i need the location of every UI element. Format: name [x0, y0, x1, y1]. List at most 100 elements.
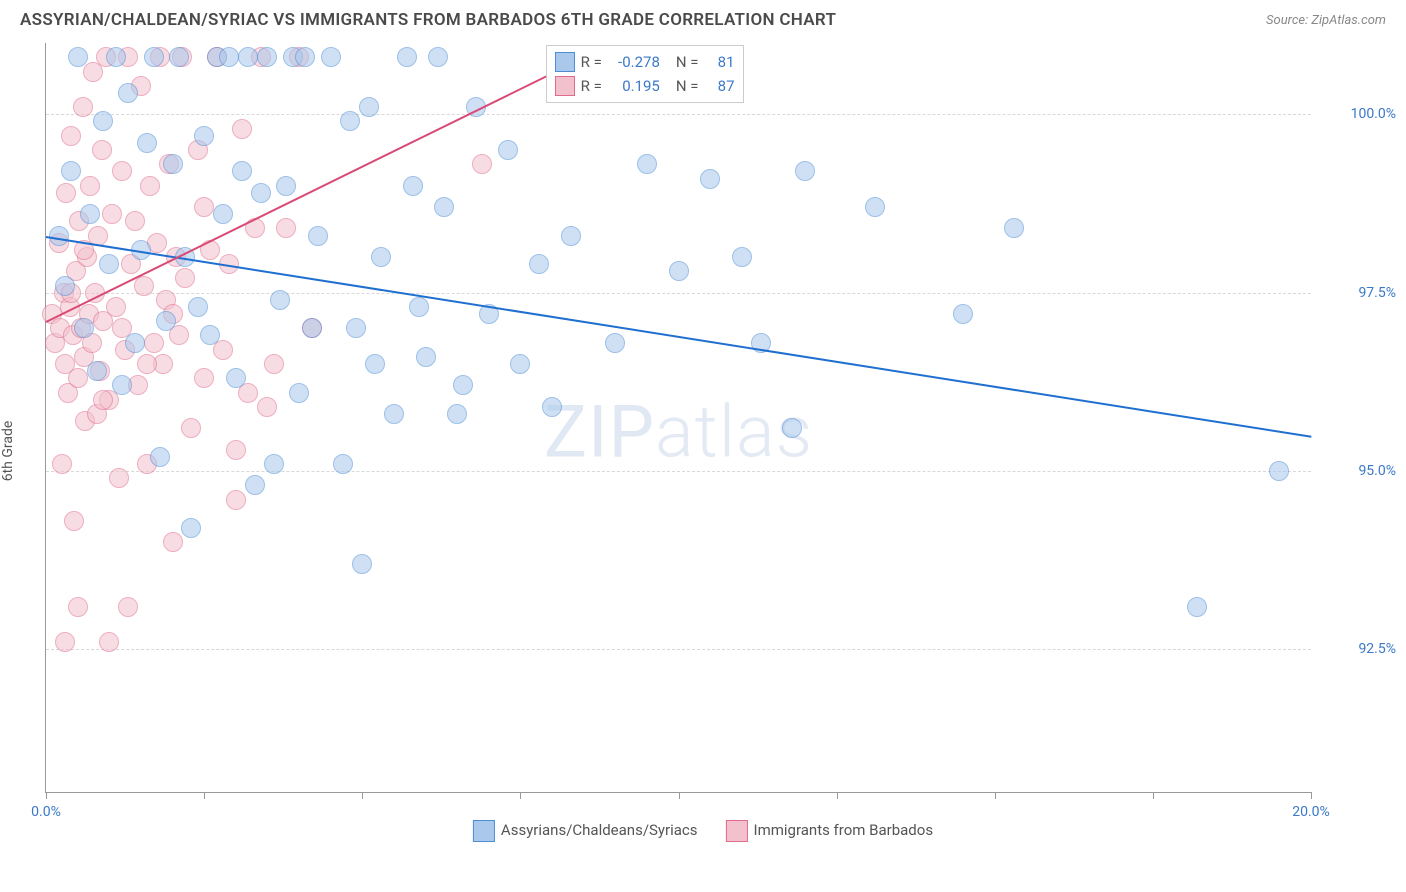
x-tick — [520, 792, 521, 799]
scatter-point — [106, 297, 126, 317]
scatter-point — [732, 247, 752, 267]
scatter-point — [416, 347, 436, 367]
chart-container: 6th Grade ZIPatlas 92.5%95.0%97.5%100.0%… — [0, 38, 1406, 848]
scatter-point — [782, 418, 802, 438]
y-tick-label: 100.0% — [1321, 106, 1396, 122]
scatter-point — [637, 154, 657, 174]
scatter-point — [340, 111, 360, 131]
scatter-point — [397, 47, 417, 67]
scatter-point — [181, 518, 201, 538]
stat-n-label: N = — [676, 77, 699, 95]
scatter-point — [276, 176, 296, 196]
scatter-point — [68, 597, 88, 617]
scatter-point — [346, 318, 366, 338]
legend-swatch — [555, 76, 575, 96]
scatter-point — [605, 333, 625, 353]
scatter-point — [384, 404, 404, 424]
scatter-point — [365, 354, 385, 374]
scatter-point — [106, 47, 126, 67]
scatter-point — [64, 511, 84, 531]
scatter-point — [74, 318, 94, 338]
scatter-point — [409, 297, 429, 317]
scatter-point — [302, 318, 322, 338]
stat-n-label: N = — [676, 53, 699, 71]
scatter-point — [137, 133, 157, 153]
scatter-point — [295, 47, 315, 67]
scatter-point — [175, 268, 195, 288]
scatter-point — [99, 254, 119, 274]
y-tick-label: 92.5% — [1321, 641, 1396, 657]
y-axis-label: 6th Grade — [0, 421, 16, 482]
legend-label: Assyrians/Chaldeans/Syriacs — [501, 821, 698, 839]
scatter-point — [251, 183, 271, 203]
stat-r-value: 0.195 — [608, 77, 660, 95]
scatter-point — [865, 197, 885, 217]
stat-r-value: -0.278 — [608, 53, 660, 71]
stat-r-label: R = — [581, 77, 602, 95]
scatter-point — [200, 325, 220, 345]
scatter-point — [561, 226, 581, 246]
scatter-point — [1187, 597, 1207, 617]
scatter-point — [156, 311, 176, 331]
scatter-point — [49, 226, 69, 246]
scatter-point — [669, 261, 689, 281]
stat-r-label: R = — [581, 53, 602, 71]
scatter-point — [137, 354, 157, 374]
scatter-point — [125, 333, 145, 353]
scatter-point — [333, 454, 353, 474]
scatter-point — [112, 161, 132, 181]
scatter-point — [55, 632, 75, 652]
scatter-point — [472, 154, 492, 174]
stat-row: R = 0.195 N = 87 — [555, 74, 735, 98]
scatter-point — [140, 176, 160, 196]
scatter-point — [125, 211, 145, 231]
x-tick — [837, 792, 838, 799]
scatter-point — [232, 161, 252, 181]
scatter-point — [289, 383, 309, 403]
scatter-point — [52, 454, 72, 474]
grid-line — [46, 293, 1311, 294]
legend-item: Assyrians/Chaldeans/Syriacs — [473, 820, 698, 842]
scatter-point — [795, 161, 815, 181]
x-tick-label: 20.0% — [1292, 804, 1330, 820]
scatter-point — [194, 126, 214, 146]
legend-label: Immigrants from Barbados — [754, 821, 934, 839]
scatter-point — [245, 475, 265, 495]
grid-line — [46, 471, 1311, 472]
scatter-point — [56, 183, 76, 203]
x-tick-label: 0.0% — [31, 804, 61, 820]
scatter-point — [80, 204, 100, 224]
scatter-point — [109, 468, 129, 488]
x-tick — [995, 792, 996, 799]
bottom-legend: Assyrians/Chaldeans/Syriacs Immigrants fr… — [473, 820, 933, 842]
scatter-point — [68, 368, 88, 388]
watermark: ZIPatlas — [544, 390, 813, 475]
scatter-point — [257, 397, 277, 417]
scatter-point — [194, 197, 214, 217]
stat-n-value: 87 — [705, 77, 735, 95]
grid-line — [46, 114, 1311, 115]
chart-source: Source: ZipAtlas.com — [1266, 13, 1386, 28]
scatter-point — [434, 197, 454, 217]
scatter-point — [352, 554, 372, 574]
x-tick — [1153, 792, 1154, 799]
scatter-point — [542, 397, 562, 417]
scatter-point — [150, 447, 170, 467]
scatter-point — [112, 375, 132, 395]
scatter-point — [1269, 461, 1289, 481]
scatter-point — [188, 297, 208, 317]
scatter-point — [264, 354, 284, 374]
stat-row: R = -0.278 N = 81 — [555, 50, 735, 74]
scatter-point — [163, 532, 183, 552]
chart-header: ASSYRIAN/CHALDEAN/SYRIAC VS IMMIGRANTS F… — [0, 0, 1406, 38]
scatter-point — [264, 454, 284, 474]
scatter-point — [371, 247, 391, 267]
scatter-point — [163, 154, 183, 174]
scatter-point — [700, 169, 720, 189]
scatter-point — [1004, 218, 1024, 238]
scatter-point — [321, 47, 341, 67]
scatter-point — [219, 47, 239, 67]
scatter-point — [61, 161, 81, 181]
scatter-point — [92, 140, 112, 160]
stat-n-value: 81 — [705, 53, 735, 71]
